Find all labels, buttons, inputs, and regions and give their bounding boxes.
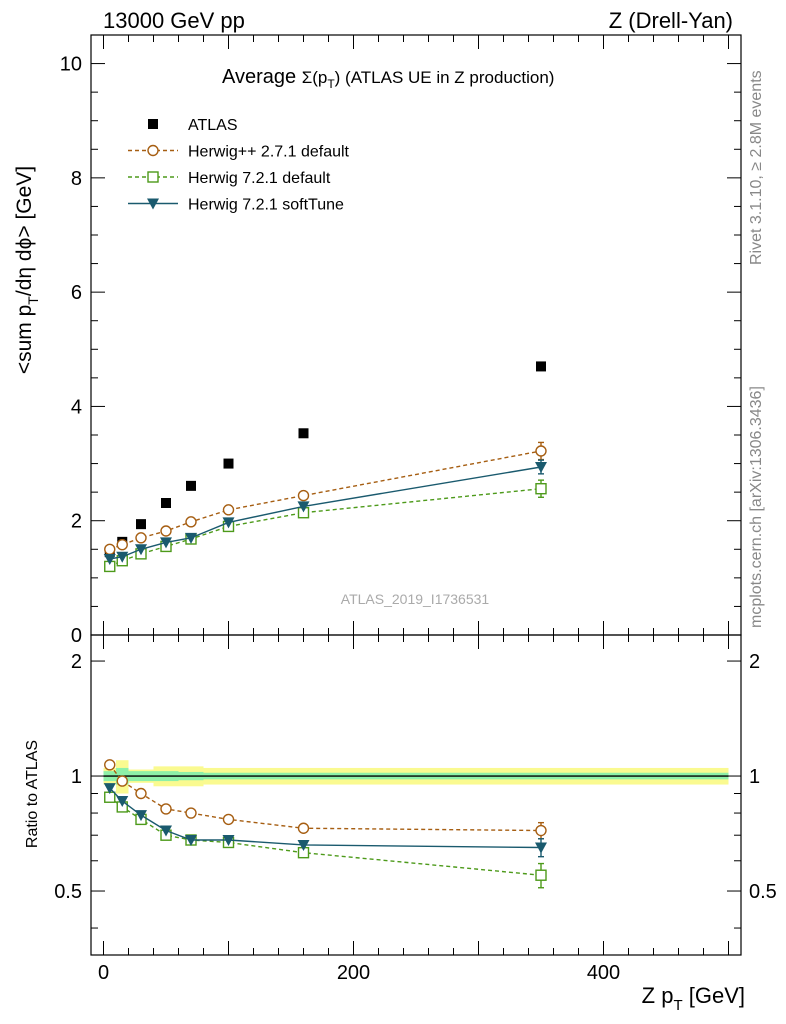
ratio-series-herwigpp-point <box>222 813 235 826</box>
ratio-frame <box>90 634 742 956</box>
ratio-series-herwigpp-point <box>116 775 128 787</box>
main-title-suffix: ) (ATLAS UE in Z production) <box>335 68 555 87</box>
ratio-series-softtune-point <box>116 796 129 808</box>
main-series-softtune-point <box>103 554 116 565</box>
main-series-atlas-point <box>136 519 146 530</box>
main-series-atlas-point <box>223 458 234 469</box>
legend-marker-herwig721 <box>147 171 159 183</box>
main-series-softtune-point <box>185 532 197 544</box>
ratio-series-softtune-point <box>297 839 310 851</box>
legend: ATLAS Herwig++ 2.7.1 default Herwig 7.2.1 … <box>128 117 350 214</box>
xlabel-part-a: Z p <box>642 983 674 1008</box>
x-axis-label: Z pT [GeV] <box>642 983 745 1014</box>
ratio-series-herwigpp-point <box>185 807 197 819</box>
ratio-panel: 0.5 0.5 1 1 2 2 0 200 400 <box>54 634 777 984</box>
ratio-series-herwig721-line <box>109 796 542 876</box>
main-y-axis-label: <sum pT/dη dϕ> [GeV] <box>13 166 41 374</box>
xlabel-part-sub: T <box>673 997 682 1014</box>
y-tick-label: 0 <box>71 625 82 647</box>
main-series-softtune-point <box>222 517 235 529</box>
y-tick-label: 2 <box>71 511 82 533</box>
main-series-herwigpp-point <box>535 445 547 457</box>
ratio-series-herwig721-point <box>535 869 547 881</box>
rivet-label: Rivet 3.1.10, ≥ 2.8M events <box>748 70 765 265</box>
ratio-y-tick-label-left: 1 <box>71 766 82 788</box>
main-series-herwigpp-point <box>116 539 128 551</box>
main-title-prefix: Average <box>222 66 302 88</box>
ratio-series-herwigpp-point <box>535 824 547 837</box>
ratio-series-herwigpp-point <box>135 787 147 800</box>
legend-label-herwigpp: Herwig++ 2.7.1 default <box>188 144 350 161</box>
legend-label-herwig721: Herwig 7.2.1 default <box>188 170 331 187</box>
main-series-softtune-point <box>535 462 547 473</box>
main-series-softtune-point <box>116 551 129 563</box>
xlabel-part-b: [GeV] <box>683 983 745 1008</box>
main-series-atlas-point <box>536 361 546 372</box>
ratio-series-softtune-line <box>109 787 542 849</box>
ratio-series-softtune-point <box>135 810 147 822</box>
main-title-symbol: Σ(p <box>302 68 328 87</box>
main-series-herwigpp-point <box>185 516 197 528</box>
main-series-softtune-point <box>297 501 310 513</box>
ratio-series-softtune-point <box>185 835 197 847</box>
x-tick-label: 400 <box>587 962 620 984</box>
main-series-herwigpp-point <box>160 525 172 537</box>
ratio-y-tick-label-right: 2 <box>749 651 760 673</box>
y-tick-label: 8 <box>71 168 82 190</box>
main-series-softtune-point <box>160 537 172 549</box>
legend-label-softtune: Herwig 7.2.1 softTune <box>188 197 344 214</box>
process-label: Z (Drell-Yan) <box>609 8 733 33</box>
legend-marker-atlas <box>148 119 158 129</box>
ratio-y-tick-label-left: 0.5 <box>54 881 82 903</box>
legend-label-atlas: ATLAS <box>188 117 238 134</box>
ratio-series-herwigpp-point <box>104 759 116 771</box>
main-series-atlas-point <box>161 498 171 508</box>
ylabel-part-b: /dη dϕ> [GeV] <box>13 166 36 296</box>
ratio-series-softtune-point <box>160 825 172 837</box>
y-tick-label: 10 <box>60 54 82 76</box>
main-title-sub: T <box>327 77 335 91</box>
main-series-atlas-point <box>298 428 309 439</box>
main-series-atlas-point <box>186 480 196 491</box>
ratio-y-axis-label: Ratio to ATLAS <box>24 740 41 848</box>
ratio-series-softtune-point <box>222 835 235 847</box>
y-tick-label: 4 <box>71 396 82 418</box>
main-series-herwigpp-line <box>109 450 542 550</box>
main-series-softtune-point <box>135 544 147 556</box>
main-series-herwigpp-point <box>297 489 310 502</box>
main-series-herwig721-line <box>109 488 542 568</box>
analysis-watermark: ATLAS_2019_I1736531 <box>341 591 490 607</box>
ratio-series-herwigpp-point <box>297 822 310 834</box>
ratio-series-herwigpp-point <box>160 803 172 815</box>
x-tick-label: 0 <box>98 962 109 984</box>
main-series-herwig721-point <box>535 483 547 495</box>
collision-label: 13000 GeV pp <box>103 8 245 33</box>
ratio-y-tick-label-right: 1 <box>749 766 760 788</box>
ratio-series-softtune-point <box>535 842 547 854</box>
legend-marker-herwigpp <box>147 144 159 157</box>
main-title: Average Σ(pT) (ATLAS UE in Z production) <box>222 66 554 91</box>
legend-marker-softtune <box>147 198 159 210</box>
ratio-y-tick-label-right: 0.5 <box>749 881 777 903</box>
main-series-herwigpp-point <box>135 532 147 544</box>
ylabel-part-sub: T <box>25 296 41 305</box>
mcplots-label: mcplots.cern.ch [arXiv:1306.3436] <box>748 386 765 628</box>
main-series-herwigpp-point <box>104 543 116 555</box>
ratio-y-tick-label-left: 2 <box>71 651 82 673</box>
ylabel-part-a: <sum p <box>13 305 36 374</box>
x-tick-label: 200 <box>337 962 370 984</box>
main-panel: 0 2 4 6 8 10 <box>60 34 742 647</box>
y-tick-label: 6 <box>71 282 82 304</box>
main-series-softtune-line <box>109 466 542 560</box>
ratio-series-softtune-point <box>103 783 116 795</box>
main-series-herwigpp-point <box>222 504 235 516</box>
